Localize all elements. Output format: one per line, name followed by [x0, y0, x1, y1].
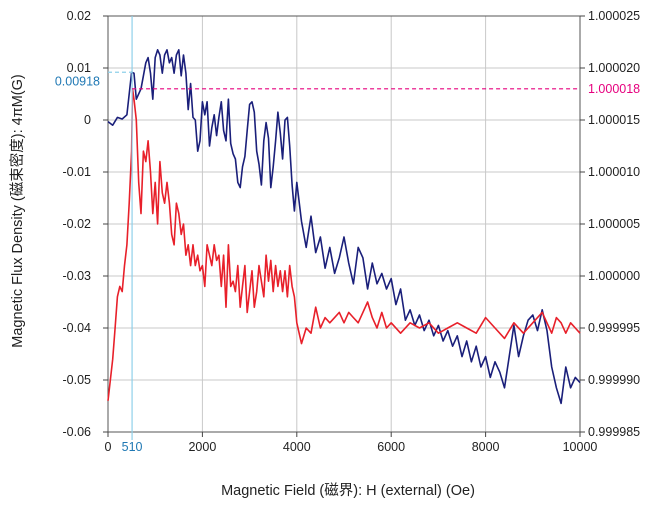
x-tick-label: 4000 — [283, 440, 311, 454]
hline-left-label: 0.00918 — [55, 74, 100, 88]
y-right-tick-label: 0.999985 — [588, 425, 640, 439]
grid — [107, 15, 581, 433]
x-tick-label: 2000 — [188, 440, 216, 454]
y-left-tick-label: -0.03 — [63, 269, 92, 283]
x-tick-label: 10000 — [563, 440, 598, 454]
series-line-left-axis — [107, 48, 581, 405]
y-left-tick-label: -0.05 — [63, 373, 92, 387]
annotation-layer: 510 0.00918 1.000018 — [55, 16, 640, 454]
y-right-tick-label: 1.000015 — [588, 113, 640, 127]
x-tick-label: 8000 — [472, 440, 500, 454]
y-right-tick-label: 1.000000 — [588, 269, 640, 283]
y-axis-title: Magnetic Flux Density (磁束密度): 4πM(G) — [9, 74, 26, 347]
y-left-tick-label: -0.02 — [63, 217, 92, 231]
y-left-tick-label: 0 — [84, 113, 91, 127]
x-axis-ticks: 0 2000 4000 6000 8000 10000 — [105, 432, 598, 454]
y-left-tick-label: -0.04 — [63, 321, 92, 335]
y-right-tick-label: 1.000025 — [588, 9, 640, 23]
y-right-tick-label: 1.000005 — [588, 217, 640, 231]
series-layer — [107, 48, 581, 405]
y-right-tick-label: 1.000020 — [588, 61, 640, 75]
series-line-right-axis — [107, 88, 581, 401]
hline-right-label: 1.000018 — [588, 82, 640, 96]
y-axis-right-ticks: 1.000025 1.000020 1.000015 1.000010 1.000005… — [580, 9, 640, 439]
y-right-tick-label: 0.999995 — [588, 321, 640, 335]
y-left-tick-label: -0.06 — [63, 425, 92, 439]
vline-marker-label: 510 — [122, 440, 143, 454]
x-axis-title: Magnetic Field (磁界): H (external) (Oe) — [221, 482, 475, 499]
y-left-tick-label: 0.02 — [67, 9, 91, 23]
y-axis-left-ticks: 0.02 0.01 0 -0.01 -0.02 -0.03 -0.04 -0.05 -0.06 — [63, 9, 108, 439]
x-tick-label: 6000 — [377, 440, 405, 454]
y-left-tick-label: -0.01 — [63, 165, 92, 179]
x-tick-label: 0 — [105, 440, 112, 454]
y-right-tick-label: 0.999990 — [588, 373, 640, 387]
y-right-tick-label: 1.000010 — [588, 165, 640, 179]
y-left-tick-label: 0.01 — [67, 61, 91, 75]
